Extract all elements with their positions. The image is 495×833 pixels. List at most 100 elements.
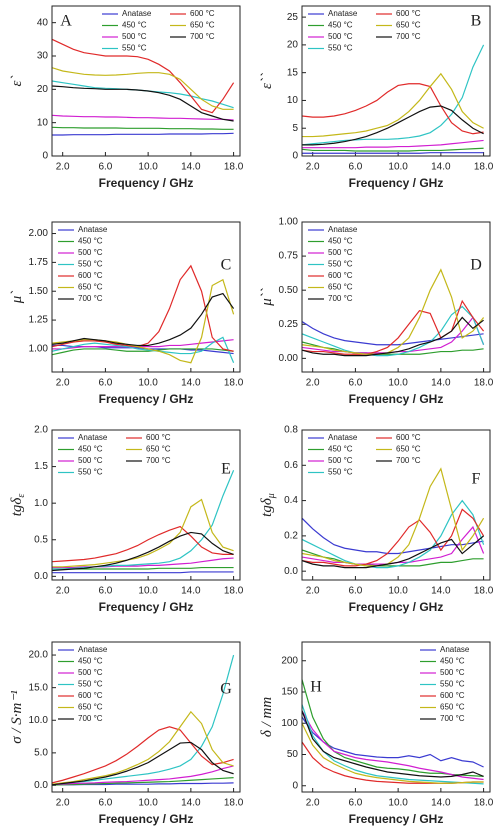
legend-label: 650 °C <box>396 445 421 454</box>
data-line <box>52 292 235 347</box>
plot-frame <box>51 429 241 581</box>
legend-label: 650 °C <box>396 21 421 30</box>
legend-label: 450 °C <box>122 21 147 30</box>
data-line <box>302 147 484 152</box>
x-tick-label: 10.0 <box>138 586 158 597</box>
panel: 2.0 6.0 10.0 14.0 18.0 0.0 0.5 1.0 1.5 2.0 Frequen… <box>9 425 243 615</box>
data-line <box>302 44 485 146</box>
y-tick-label: 0.4 <box>284 495 298 506</box>
plot-frame <box>301 429 491 581</box>
x-tick-label: 14.0 <box>181 798 201 809</box>
panel-label: D <box>470 257 482 274</box>
y-axis-label: μ` <box>9 291 25 305</box>
legend-label: 700 °C <box>190 32 215 41</box>
y-tick-label: 15.0 <box>29 682 49 693</box>
data-line <box>302 341 484 355</box>
y-tick-label: 1.0 <box>34 498 48 509</box>
panel-label: B <box>471 13 482 30</box>
legend-label: 650 °C <box>146 445 171 454</box>
legend-label: Anatase <box>328 9 358 18</box>
legend-label: 600 °C <box>328 271 353 280</box>
legend-label: Anatase <box>440 645 470 654</box>
x-axis-label: Frequency / GHz <box>99 600 194 614</box>
panel-label: A <box>60 13 72 30</box>
x-tick-label: 18.0 <box>474 798 494 809</box>
y-tick-label: 0 <box>292 780 298 791</box>
legend-label: 650 °C <box>440 703 465 712</box>
y-tick-label: 0 <box>42 151 48 162</box>
panel-label: G <box>220 681 232 698</box>
data-line <box>52 67 234 110</box>
y-tick-label: 10.0 <box>29 715 49 726</box>
x-tick-label: 10.0 <box>138 378 158 389</box>
x-tick-label: 18.0 <box>224 586 244 597</box>
y-tick-label: 0.6 <box>284 460 298 471</box>
legend-label: 450 °C <box>328 237 353 246</box>
plot-frame <box>301 641 491 793</box>
x-axis-label: Frequency / GHz <box>349 176 444 190</box>
x-tick-label: 2.0 <box>306 798 320 809</box>
legend-label: 450 °C <box>328 445 353 454</box>
plot-frame <box>51 221 241 373</box>
x-tick-label: 10.0 <box>388 378 408 389</box>
x-tick-label: 10.0 <box>388 586 408 597</box>
x-tick-label: 14.0 <box>431 378 451 389</box>
data-line <box>52 531 234 572</box>
data-line <box>302 517 484 555</box>
x-tick-label: 6.0 <box>98 378 112 389</box>
x-tick-label: 14.0 <box>181 586 201 597</box>
y-tick-label: 50 <box>287 749 299 760</box>
x-tick-label: 14.0 <box>181 378 201 389</box>
data-line <box>302 305 485 357</box>
x-tick-label: 2.0 <box>56 798 70 809</box>
legend-label: 700 °C <box>78 714 103 723</box>
y-tick-label: 20 <box>37 84 49 95</box>
data-line <box>52 114 234 121</box>
legend-label: 600 °C <box>146 433 171 442</box>
plot-frame <box>301 221 491 373</box>
x-axis-label: Frequency / GHz <box>349 600 444 614</box>
y-tick-label: 20 <box>287 40 299 51</box>
y-tick-label: 1.5 <box>34 461 48 472</box>
legend-label: 550 °C <box>78 680 103 689</box>
data-line <box>302 105 484 146</box>
panel-label: E <box>221 461 231 478</box>
legend-label: 500 °C <box>78 668 103 677</box>
legend-label: 450 °C <box>328 21 353 30</box>
x-tick-label: 2.0 <box>56 378 70 389</box>
y-tick-label: 20.0 <box>29 650 49 661</box>
legend-label: 550 °C <box>328 44 353 53</box>
panel: 2.0 6.0 10.0 14.0 18.0 0.0 5.0 10.0 15.0 20.0 Freq… <box>9 641 244 826</box>
legend-label: Anatase <box>328 433 358 442</box>
y-tick-label: 200 <box>281 655 298 666</box>
data-line <box>302 549 484 567</box>
data-line <box>52 710 234 785</box>
data-line <box>302 716 484 768</box>
legend-label: 600 °C <box>440 691 465 700</box>
y-axis-label-main: μ` <box>9 291 25 305</box>
y-tick-label: 1.00 <box>279 217 299 228</box>
data-line <box>52 557 234 569</box>
x-axis-label: Frequency / GHz <box>349 812 444 826</box>
legend-label: 700 °C <box>396 32 421 41</box>
panel-label: F <box>472 471 481 488</box>
x-tick-label: 10.0 <box>388 798 408 809</box>
legend-label: 500 °C <box>328 32 353 41</box>
data-line <box>302 710 484 781</box>
x-tick-label: 6.0 <box>98 798 112 809</box>
legend-label: 650 °C <box>328 283 353 292</box>
legend-label: 700 °C <box>440 714 465 723</box>
x-tick-label: 2.0 <box>306 162 320 173</box>
data-line <box>52 571 234 574</box>
y-tick-label: 0.5 <box>34 534 48 545</box>
y-tick-label: 0.0 <box>34 571 48 582</box>
data-line <box>52 278 235 364</box>
x-tick-label: 18.0 <box>474 586 494 597</box>
x-tick-label: 18.0 <box>474 378 494 389</box>
legend-label: 550 °C <box>78 260 103 269</box>
legend-label: Anatase <box>78 225 108 234</box>
x-axis-label: Frequency / GHz <box>99 392 194 406</box>
y-tick-label: 10 <box>37 117 49 128</box>
panel: 2.0 6.0 10.0 14.0 18.0 0.00 0.25 0.50 0.75 1.00 Fr… <box>259 217 493 407</box>
